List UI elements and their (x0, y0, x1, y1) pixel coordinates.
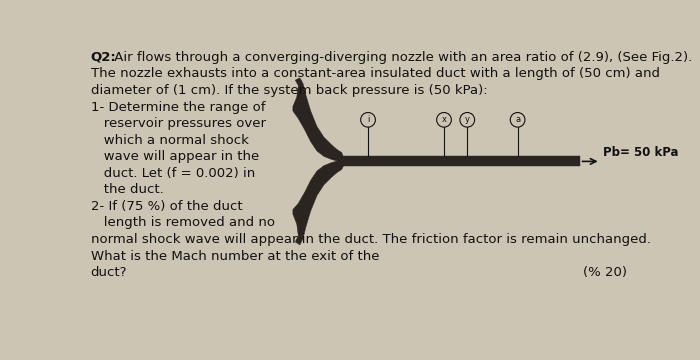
Circle shape (460, 112, 475, 127)
Text: duct. Let (f = 0.002) in: duct. Let (f = 0.002) in (90, 167, 255, 180)
Bar (343, 156, 580, 166)
Circle shape (437, 112, 452, 127)
Text: reservoir pressures over: reservoir pressures over (90, 117, 265, 130)
Text: Pb= 50 kPa: Pb= 50 kPa (603, 146, 678, 159)
Text: What is the Mach number at the exit of the: What is the Mach number at the exit of t… (90, 249, 379, 262)
Text: (% 20): (% 20) (583, 266, 627, 279)
Text: length is removed and no: length is removed and no (90, 216, 274, 229)
Text: The nozzle exhausts into a constant-area insulated duct with a length of (50 cm): The nozzle exhausts into a constant-area… (90, 67, 659, 80)
Polygon shape (293, 78, 343, 161)
Text: y: y (465, 115, 470, 124)
Text: a: a (515, 115, 520, 124)
Text: x: x (442, 115, 447, 124)
Polygon shape (293, 161, 343, 245)
Text: wave will appear in the: wave will appear in the (90, 150, 259, 163)
Text: duct?: duct? (90, 266, 127, 279)
Text: Q2:: Q2: (90, 51, 116, 64)
Text: the duct.: the duct. (90, 183, 163, 196)
Text: 2- If (75 %) of the duct: 2- If (75 %) of the duct (90, 200, 242, 213)
Circle shape (510, 112, 525, 127)
Text: 1- Determine the range of: 1- Determine the range of (90, 100, 265, 113)
Text: diameter of (1 cm). If the system back pressure is (50 kPa):: diameter of (1 cm). If the system back p… (90, 84, 487, 97)
Circle shape (360, 112, 375, 127)
Text: i: i (367, 115, 369, 124)
Text: normal shock wave will appear in the duct. The friction factor is remain unchang: normal shock wave will appear in the duc… (90, 233, 650, 246)
Text: which a normal shock: which a normal shock (90, 134, 248, 147)
Text: Air flows through a converging-diverging nozzle with an area ratio of (2.9), (Se: Air flows through a converging-diverging… (110, 51, 692, 64)
